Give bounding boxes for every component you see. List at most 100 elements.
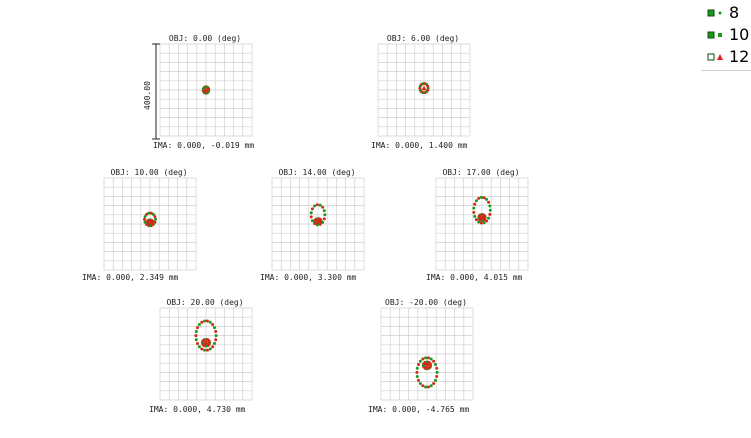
spot-point [318, 203, 322, 207]
spot-point [208, 320, 212, 324]
spot-point [485, 197, 489, 201]
legend-label: 8 [729, 3, 740, 22]
spot-point [416, 362, 420, 366]
spot-point [415, 366, 419, 370]
spot-panel: OBJ: 14.00 (deg) IMA: 0.000, 3.300 mm [260, 168, 365, 282]
spot-core-marker [421, 85, 427, 91]
spot-point [214, 334, 218, 338]
spot-point [211, 322, 215, 326]
spot-point [195, 326, 199, 330]
spot-point [142, 217, 146, 221]
spot-point [488, 204, 492, 208]
panel-obj-label: OBJ: 14.00 (deg) [278, 168, 355, 177]
spot-point [474, 218, 478, 222]
spot-point [415, 370, 419, 374]
spot-point [426, 385, 430, 389]
spot-point [415, 375, 419, 379]
spot-point [472, 210, 476, 214]
green-square-marker-icon [707, 31, 722, 39]
spot-point [424, 385, 428, 389]
spot-point [432, 359, 436, 363]
spot-point [482, 196, 486, 200]
panel-grid [435, 177, 529, 271]
spot-point [213, 326, 217, 330]
spot-point [195, 342, 199, 346]
spot-point [145, 212, 149, 216]
spot-point [151, 219, 155, 223]
spot-panel: OBJ: 20.00 (deg) IMA: 0.000, 4.730 mm [149, 298, 253, 414]
spot-point [424, 356, 428, 360]
spot-point [310, 207, 314, 211]
spot-point [429, 357, 433, 361]
spot-point [426, 84, 430, 88]
spot-point [322, 217, 326, 221]
spot-point [194, 329, 198, 333]
spot-point [322, 209, 326, 213]
spot-core-marker [424, 363, 430, 369]
spot-point [432, 382, 436, 386]
spot-point [435, 366, 439, 370]
spot-point [488, 208, 492, 212]
spot-point [309, 215, 313, 219]
spot-point [485, 219, 489, 223]
spot-point [151, 212, 155, 216]
spot-point [487, 216, 491, 220]
spot-core-marker [147, 219, 153, 225]
spot-point [473, 202, 477, 206]
panel-ima-label: IMA: 0.000, 4.015 mm [426, 273, 523, 282]
spot-point [323, 213, 327, 217]
spot-point [483, 214, 487, 218]
panel-spots [418, 82, 430, 95]
panel-spots [201, 85, 211, 95]
spot-point [203, 348, 207, 352]
spot-point [206, 87, 210, 91]
spot-point [207, 339, 211, 343]
legend: 8 10 12 [703, 2, 751, 68]
spot-core-marker [203, 339, 209, 345]
spot-point [205, 348, 209, 352]
panel-spots [194, 319, 218, 352]
spot-point [200, 347, 204, 351]
spot-point [426, 356, 430, 360]
panel-grid [377, 43, 471, 137]
spot-point [434, 362, 438, 366]
spot-point [429, 384, 433, 388]
spot-point [194, 334, 198, 338]
panel-obj-label: OBJ: 10.00 (deg) [110, 168, 187, 177]
spot-point [205, 319, 209, 323]
panel-spots [415, 356, 439, 389]
spot-point [479, 221, 483, 225]
panel-ima-label: IMA: 0.000, -4.765 mm [368, 405, 469, 414]
panel-obj-label: OBJ: -20.00 (deg) [385, 298, 467, 307]
panel-obj-label: OBJ: 17.00 (deg) [442, 168, 519, 177]
legend-entry: 10 [703, 24, 751, 46]
spot-panel: OBJ: 0.00 (deg) IMA: 0.000, -0.019 mm [153, 34, 254, 150]
panel-ima-label: IMA: 0.000, 2.349 mm [82, 273, 179, 282]
spot-point [313, 204, 317, 208]
spot-point [474, 199, 478, 203]
spot-point [211, 345, 215, 349]
red-triangle-marker-icon [707, 53, 723, 61]
panel-ima-label: IMA: 0.000, 1.400 mm [371, 141, 468, 150]
panel-ima-label: IMA: 0.000, -0.019 mm [153, 141, 254, 150]
spot-core-marker [203, 87, 209, 92]
spot-point [473, 214, 477, 218]
spot-point [472, 206, 476, 210]
spot-point [153, 215, 157, 219]
spot-point [200, 320, 204, 324]
legend-entry: 8 [703, 2, 751, 24]
panel-spots [472, 195, 492, 225]
spot-point [149, 211, 153, 215]
spot-point [488, 212, 492, 216]
spot-point [418, 382, 422, 386]
spot-point [197, 322, 201, 326]
spot-point [214, 329, 218, 333]
spot-point [194, 338, 198, 342]
spot-point [197, 345, 201, 349]
spot-point [416, 378, 420, 382]
panel-ima-label: IMA: 0.000, 3.300 mm [260, 273, 357, 282]
spot-point [208, 347, 212, 351]
legend-label: 10 [729, 25, 750, 44]
legend-label: 12 [729, 47, 750, 66]
scale-bar-label: 400.00 [143, 81, 152, 110]
